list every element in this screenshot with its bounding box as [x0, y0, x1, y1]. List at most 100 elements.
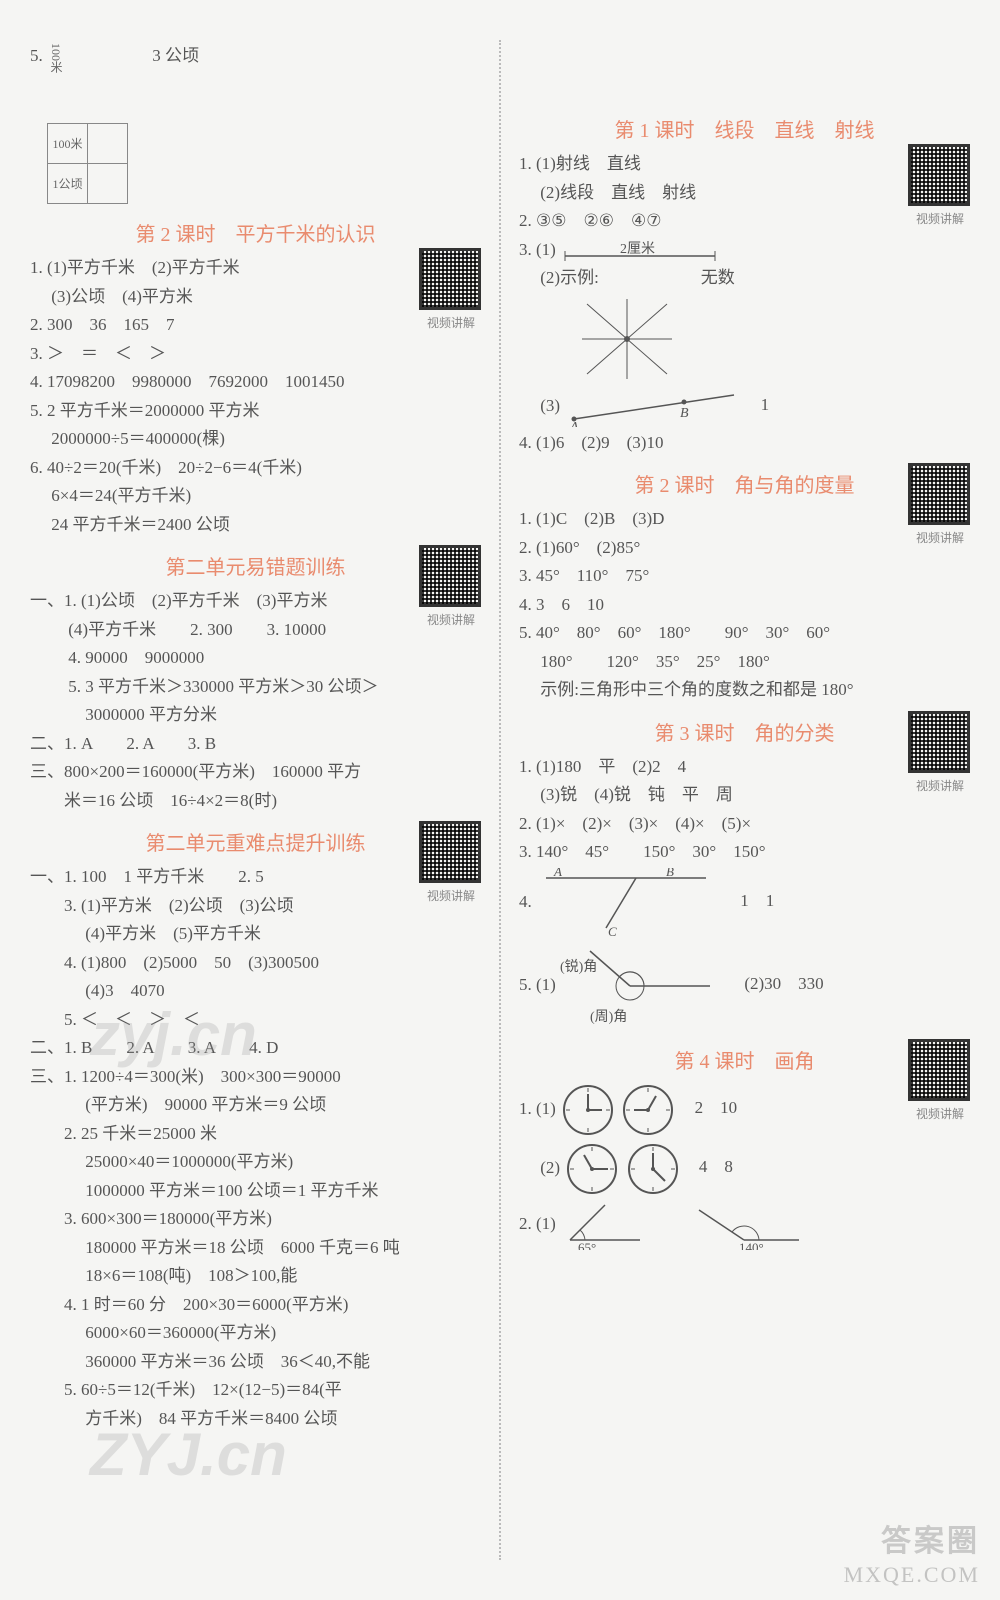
q3-3: (3) — [519, 395, 560, 414]
qr-label: 视频讲解 — [427, 314, 475, 331]
qr-icon — [908, 1039, 970, 1101]
l: (4)平方千米 2. 300 3. 10000 — [30, 617, 481, 643]
l: 示例:三角形中三个角的度数之和都是 180° — [519, 677, 970, 703]
l: (2)线段 直线 射线 — [519, 180, 970, 206]
q1b: (2) — [519, 1157, 560, 1176]
angle-140-icon: 140° — [684, 1200, 804, 1250]
l: (3)锐 (4)锐 钝 平 周 — [519, 782, 970, 808]
qr-icon — [908, 144, 970, 206]
q2-row: 2. (1) 65° 140° — [519, 1200, 970, 1250]
l: 一、1. (1)公顷 (2)平方千米 (3)平方米 — [30, 588, 481, 614]
l: 5. 2 平方千米＝2000000 平方米 — [30, 398, 481, 424]
footer-url: MXQE.COM — [844, 1562, 980, 1588]
svg-text:(周)角: (周)角 — [590, 1009, 627, 1025]
l: (3) A B 1 — [519, 387, 970, 427]
qr-icon — [419, 248, 481, 310]
angle-abc-diagram: A B C — [536, 868, 716, 938]
l: 24 平方千米＝2400 公顷 — [30, 512, 481, 538]
l: 3. 45° 110° 75° — [519, 563, 970, 589]
l: 1. (1)C (2)B (3)D — [519, 506, 970, 532]
qr-label: 视频讲解 — [916, 210, 964, 227]
q1-row2: (2) 4 8 — [519, 1141, 970, 1197]
right-sec3: 第 3 课时 角的分类 视频讲解 1. (1)180 平 (2)2 4 (3)锐… — [519, 717, 970, 1031]
l: 6×4＝24(平方千米) — [30, 483, 481, 509]
l: 米＝16 公顷 16÷4×2＝8(时) — [30, 788, 481, 814]
qr-label: 视频讲解 — [427, 611, 475, 628]
l: 二、1. A 2. A 3. B — [30, 731, 481, 757]
l: 6000×60＝360000(平方米) — [30, 1320, 481, 1346]
r4-title: 第 4 课时 画角 — [519, 1045, 970, 1074]
column-divider — [499, 40, 501, 1560]
clock-icon — [564, 1141, 620, 1197]
q5-label: 5. — [30, 46, 43, 65]
l: 5. 3 平方千米＞330000 平方米＞30 公顷＞ — [30, 674, 481, 700]
right-sec4: 第 4 课时 画角 视频讲解 1. (1) 2 10 (2) — [519, 1045, 970, 1250]
left-column: 5. 100米 100米 1公顷 3 公顷 第 2 课时 平方千米的认识 视频讲… — [30, 40, 481, 1560]
left-sec3: 第二单元重难点提升训练 视频讲解 一、1. 100 1 平方千米 2. 5 3.… — [30, 827, 481, 1431]
svg-text:(锐)角: (锐)角 — [560, 959, 597, 975]
l: 二、1. B 2. A 3. A 4. D — [30, 1035, 481, 1061]
l: (4)3 4070 — [30, 978, 481, 1004]
l: 5. 40° 80° 60° 180° 90° 30° 60° — [519, 620, 970, 646]
grid-diagram: 100米 100米 1公顷 — [47, 43, 128, 204]
svg-text:65°: 65° — [578, 1240, 596, 1250]
l: 4. (1)800 (2)5000 50 (3)300500 — [30, 950, 481, 976]
l: 25000×40＝1000000(平方米) — [30, 1149, 481, 1175]
svg-text:2厘米: 2厘米 — [620, 241, 655, 257]
left-sec2: 第二单元易错题训练 视频讲解 一、1. (1)公顷 (2)平方千米 (3)平方米… — [30, 551, 481, 813]
q5: 5. (1) — [519, 974, 556, 993]
l: 180° 120° 35° 25° 180° — [519, 649, 970, 675]
angle-65-icon: 65° — [560, 1200, 650, 1250]
l: 3. 140° 45° 150° 30° 150° — [519, 839, 970, 865]
right-column: 第 1 课时 线段 直线 射线 视频讲解 1. (1)射线 直线 (2)线段 直… — [519, 40, 970, 1560]
right-sec1: 第 1 课时 线段 直线 射线 视频讲解 1. (1)射线 直线 (2)线段 直… — [519, 114, 970, 455]
grid-top-label: 100米 — [48, 124, 88, 164]
qr-label: 视频讲解 — [427, 887, 475, 904]
l: (4)平方米 (5)平方千米 — [30, 921, 481, 947]
l: 18×6＝108(吨) 108＞100,能 — [30, 1263, 481, 1289]
qr-icon — [419, 545, 481, 607]
qr-icon — [908, 711, 970, 773]
q5-ans: (2)30 330 — [744, 974, 823, 993]
l: 4. 3 6 10 — [519, 592, 970, 618]
l: 180000 平方米＝18 公顷 6000 千克＝6 吨 — [30, 1235, 481, 1261]
grid-2x2: 100米 1公顷 — [47, 123, 128, 204]
r2-title: 第 2 课时 角与角的度量 — [519, 469, 970, 498]
sec1-title: 第 2 课时 平方千米的认识 — [30, 218, 481, 247]
r1-title: 第 1 课时 线段 直线 射线 — [519, 114, 970, 143]
l: 2. ③⑤ ②⑥ ④⑦ — [519, 208, 970, 234]
ans2: 4 8 — [699, 1157, 733, 1176]
q5-text: 3 公顷 — [152, 46, 199, 65]
right-sec2: 第 2 课时 角与角的度量 视频讲解 1. (1)C (2)B (3)D 2. … — [519, 469, 970, 703]
ray-diagram: A B — [564, 387, 744, 427]
l: 一、1. 100 1 平方千米 2. 5 — [30, 864, 481, 890]
sec2-title: 第二单元易错题训练 — [30, 551, 481, 580]
l: 3. (1)平方米 (2)公顷 (3)公顷 — [30, 893, 481, 919]
angle-types-diagram: (锐)角 (周)角 — [560, 941, 720, 1031]
svg-text:A: A — [569, 420, 579, 427]
l: 1. (1)射线 直线 — [519, 151, 970, 177]
clock-icon — [560, 1082, 616, 1138]
l: 三、800×200＝160000(平方米) 160000 平方 — [30, 759, 481, 785]
q1: 1. (1) — [519, 1098, 556, 1117]
l: 4. (1)6 (2)9 (3)10 — [519, 430, 970, 456]
l: 3. ＞ ＝ ＜ ＞ — [30, 341, 481, 367]
r3-title: 第 3 课时 角的分类 — [519, 717, 970, 746]
l: 1. (1)180 平 (2)2 4 — [519, 754, 970, 780]
qr-icon — [908, 463, 970, 525]
grid-cell-label: 1公顷 — [48, 164, 88, 204]
svg-text:140°: 140° — [739, 1240, 764, 1250]
l: 三、1. 1200÷4＝300(米) 300×300＝90000 — [30, 1064, 481, 1090]
l: (2)示例: 无数 — [519, 265, 970, 291]
q2: 2. (1) — [519, 1213, 556, 1232]
segment-diagram: 2厘米 — [560, 241, 720, 261]
l: 2. (1)× (2)× (3)× (4)× (5)× — [519, 811, 970, 837]
clock-icon — [620, 1082, 676, 1138]
l: 3000000 平方分米 — [30, 702, 481, 728]
star-diagram — [519, 294, 970, 384]
ans1: 2 10 — [695, 1098, 738, 1117]
clock-icon — [625, 1141, 681, 1197]
left-sec1: 第 2 课时 平方千米的认识 视频讲解 1. (1)平方千米 (2)平方千米 (… — [30, 218, 481, 537]
l: (3)公顷 (4)平方米 — [30, 284, 481, 310]
l: 5. (1) (锐)角 (周)角 (2)30 330 — [519, 941, 970, 1031]
